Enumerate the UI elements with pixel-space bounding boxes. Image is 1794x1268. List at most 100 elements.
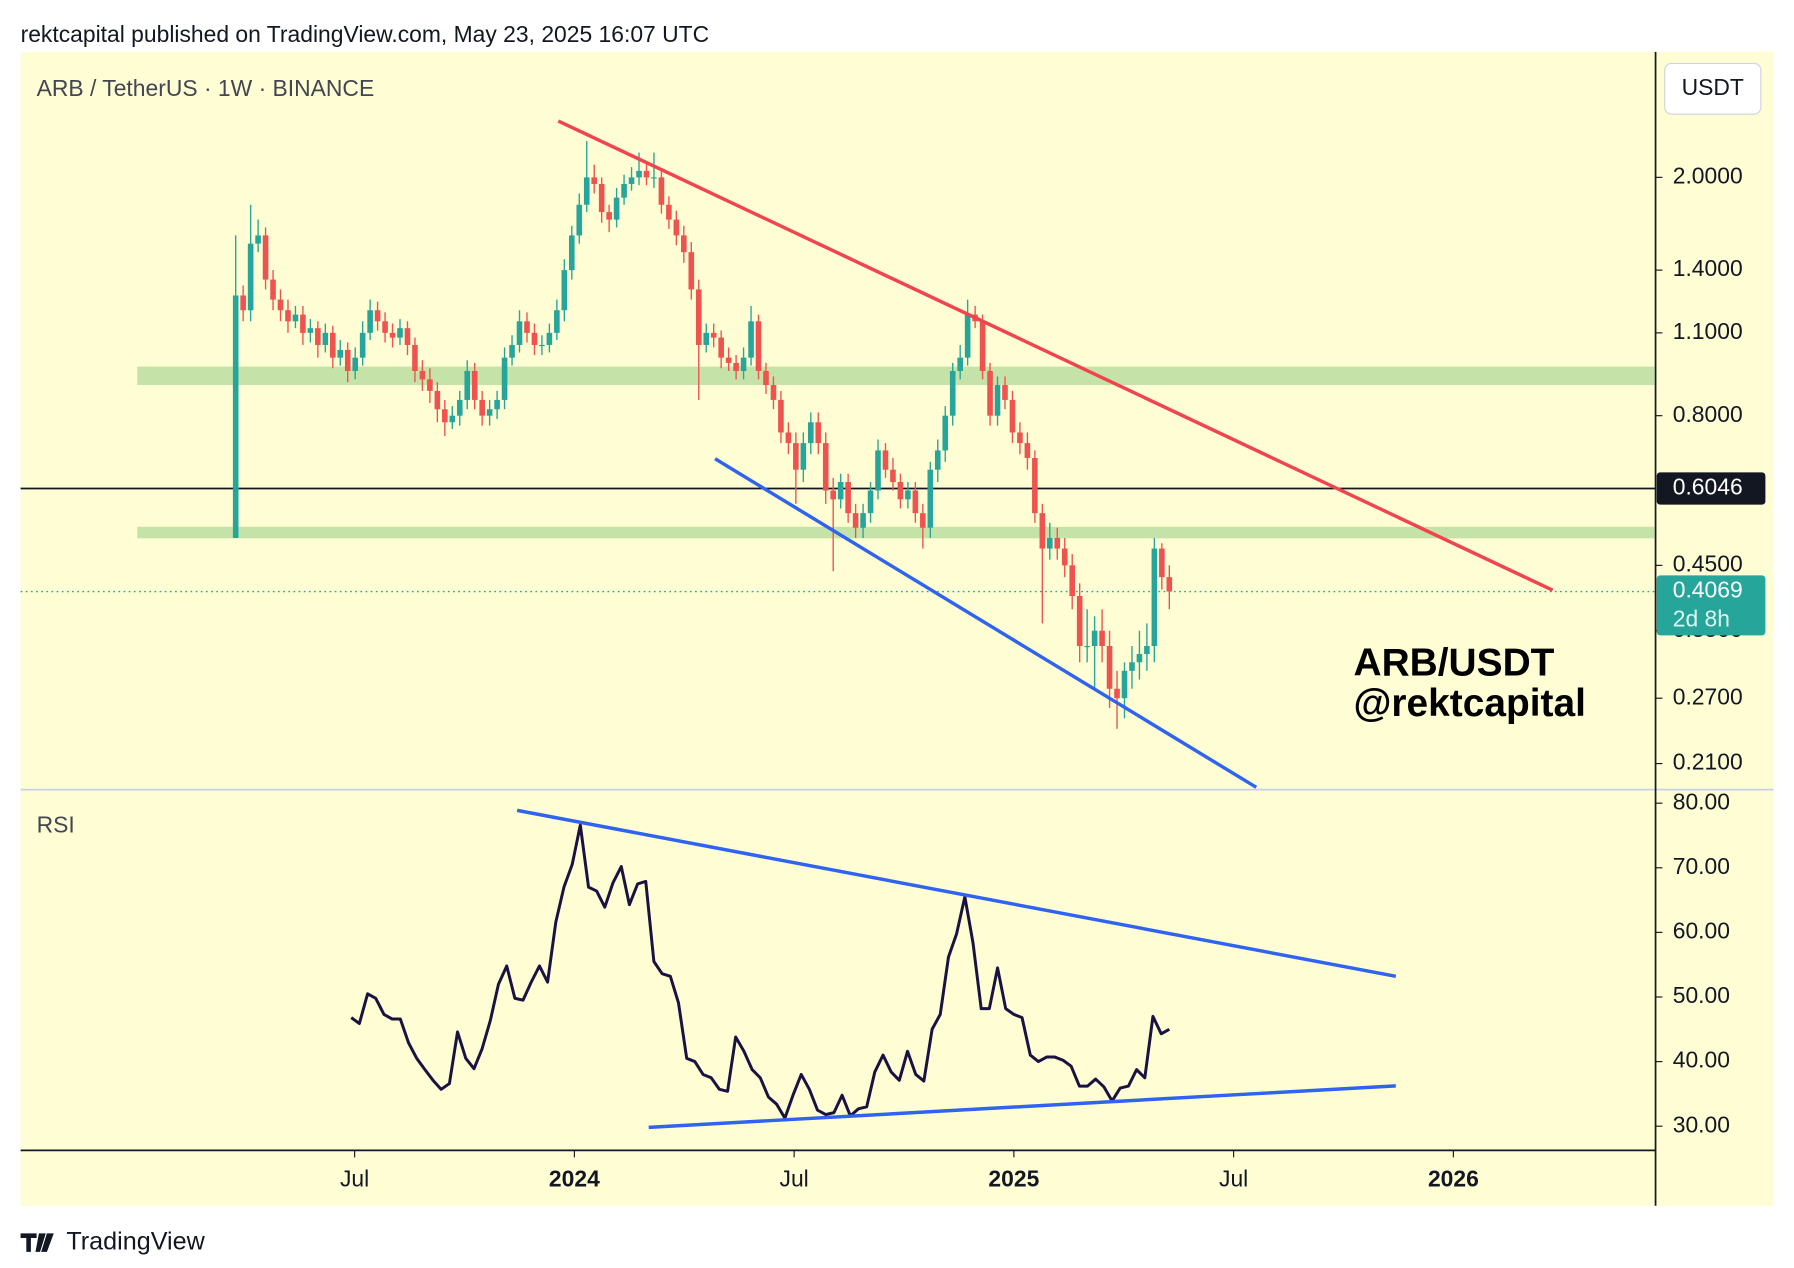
candle-body [725, 357, 732, 363]
candle-body [815, 422, 822, 444]
candle-body [994, 385, 1001, 416]
candle-body [434, 390, 441, 410]
candle-body [277, 299, 284, 311]
candle-body [658, 177, 665, 205]
candle-body [920, 513, 926, 528]
candles [232, 141, 1173, 1120]
candle-body [800, 443, 807, 470]
candle-body [1159, 548, 1165, 578]
candle-body [389, 332, 396, 338]
candle-body [837, 481, 844, 500]
candle-body [255, 235, 261, 244]
candle-body [232, 295, 239, 538]
y-tick-label: 1.4000 [1673, 255, 1743, 281]
candle-body [300, 314, 306, 333]
watermark: @rektcapital [1354, 682, 1586, 725]
candle-body [651, 177, 657, 179]
currency-button[interactable] [1664, 62, 1762, 115]
candle-body [807, 422, 814, 444]
candle-body [733, 362, 739, 371]
candle-body [524, 321, 530, 333]
candle-body [1061, 548, 1068, 566]
candle-body [957, 357, 963, 371]
candle-body [546, 332, 553, 345]
candle-body [628, 177, 635, 184]
candle-body [785, 432, 792, 444]
candle-body [643, 170, 650, 178]
candle-body [822, 443, 829, 491]
candle-body [367, 310, 373, 333]
candle-body [860, 513, 866, 528]
candle-body [247, 243, 254, 311]
candle-body [449, 415, 456, 423]
x-tick-label: Jul [1219, 1165, 1248, 1191]
candle-body [621, 183, 627, 198]
candle-body [636, 170, 642, 178]
y-tick-label: 0.8000 [1673, 401, 1743, 427]
candle-body [404, 328, 411, 345]
candle-body [1054, 537, 1061, 549]
candle-body [591, 177, 597, 184]
y-tick-label: 0.2700 [1673, 683, 1743, 709]
candle-body [1032, 457, 1038, 514]
candle-body [793, 443, 799, 470]
candle-body [1106, 646, 1113, 689]
y-tick-label: 40.00 [1673, 1047, 1730, 1073]
tradingview-logo [20, 1233, 54, 1252]
candle-body [867, 490, 874, 514]
candle-body [845, 481, 851, 514]
candle-body [1129, 662, 1135, 671]
candle-body [1136, 654, 1143, 663]
x-tick-label: Jul [340, 1165, 369, 1191]
currency-label[interactable]: USDT [1682, 74, 1744, 100]
candle-body [427, 379, 433, 391]
candle-body [419, 370, 426, 380]
candle-body [1151, 548, 1158, 647]
candle-body [1091, 630, 1098, 647]
candle-body [554, 310, 560, 333]
candle-body [964, 314, 971, 358]
rsi-trendline [648, 1084, 1396, 1130]
candle-body [1084, 646, 1090, 648]
candle-body [240, 295, 246, 311]
publish-header: rektcapital published on TradingView.com… [21, 21, 710, 47]
candle-body [501, 357, 508, 400]
candle-body [486, 409, 493, 416]
last-price-label: 0.4069 [1673, 577, 1743, 603]
candle-body [987, 370, 993, 416]
candle-body [979, 321, 986, 371]
y-tick-label: 0.4500 [1673, 550, 1743, 576]
candle-body [456, 399, 463, 416]
candle-body [315, 328, 321, 345]
rsi-line [350, 823, 1171, 1120]
candle-body [934, 450, 941, 470]
candle-body [897, 481, 904, 500]
candle-body [666, 204, 672, 220]
candle-body [561, 270, 568, 311]
candle-body [412, 344, 418, 371]
candle-body [382, 321, 388, 333]
y-tick-label: 0.2100 [1673, 749, 1743, 775]
rsi-trendline [516, 808, 1397, 979]
candle-body [942, 415, 949, 451]
price-level-label: 0.6046 [1673, 474, 1743, 500]
candle-body [531, 332, 538, 345]
candle-body [479, 399, 485, 416]
candle-body [270, 279, 276, 300]
x-tick-label: Jul [780, 1165, 809, 1191]
last-price-badge [1656, 575, 1766, 636]
candle-body [778, 399, 784, 433]
y-tick-label: 70.00 [1673, 853, 1730, 879]
candle-body [606, 212, 612, 220]
candle-body [1114, 688, 1120, 699]
candle-body [710, 332, 717, 338]
candle-body [262, 235, 269, 280]
candle-body [740, 357, 747, 371]
candle-body [359, 332, 366, 358]
candle-body [1121, 670, 1128, 699]
symbol-title: ARB / TetherUS · 1W · BINANCE [37, 75, 375, 101]
x-tick-label: 2024 [549, 1165, 600, 1191]
candle-body [1144, 646, 1150, 655]
candle-body [1099, 630, 1105, 647]
y-tick-label: 1.1000 [1673, 318, 1743, 344]
